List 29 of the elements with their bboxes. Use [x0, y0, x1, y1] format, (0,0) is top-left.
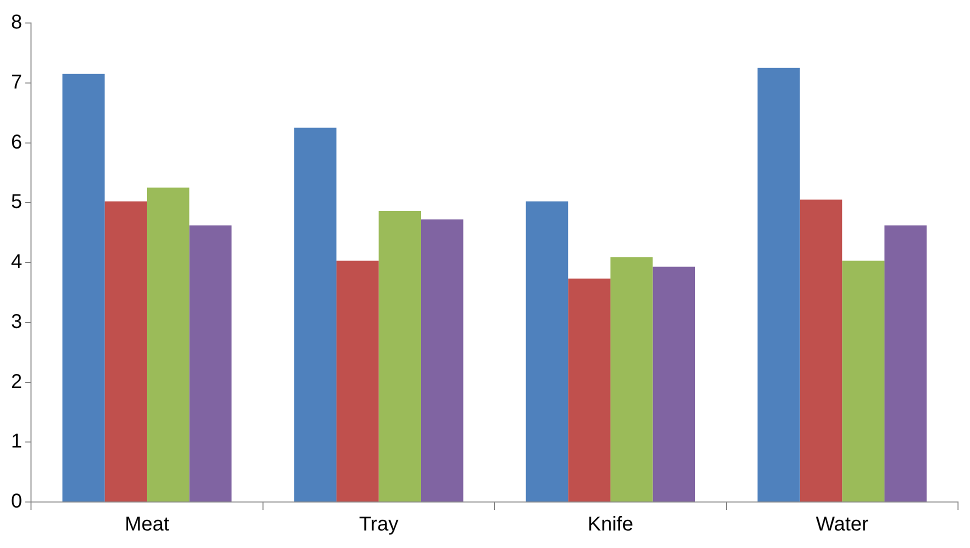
- y-tick-label: 6: [11, 131, 22, 154]
- y-tick-label: 4: [11, 251, 22, 274]
- x-tick-label: Knife: [588, 514, 634, 536]
- bar: [146, 188, 190, 502]
- bar: [526, 201, 568, 502]
- bar: [420, 219, 464, 502]
- x-tick-label: Meat: [124, 514, 170, 536]
- bar: [800, 200, 842, 502]
- bar: [568, 278, 610, 502]
- bar: [189, 225, 232, 502]
- y-tick-label: 5: [11, 191, 22, 214]
- x-tick-label: Water: [816, 514, 869, 536]
- bar: [758, 68, 800, 502]
- bar: [610, 257, 653, 502]
- y-tick-label: 2: [11, 370, 22, 393]
- bar: [378, 211, 421, 502]
- bar: [842, 260, 884, 502]
- bar: [652, 266, 695, 502]
- bar: [294, 128, 336, 502]
- y-tick-label: 1: [11, 430, 22, 453]
- bar: [62, 74, 105, 502]
- y-tick-label: 3: [11, 310, 22, 333]
- x-tick-label: Tray: [359, 514, 398, 536]
- y-tick-label: 0: [11, 490, 22, 513]
- bar: [336, 260, 379, 502]
- bar: [104, 201, 147, 502]
- y-tick-label: 8: [11, 12, 22, 34]
- bar: [884, 225, 927, 502]
- y-tick-label: 7: [11, 71, 22, 94]
